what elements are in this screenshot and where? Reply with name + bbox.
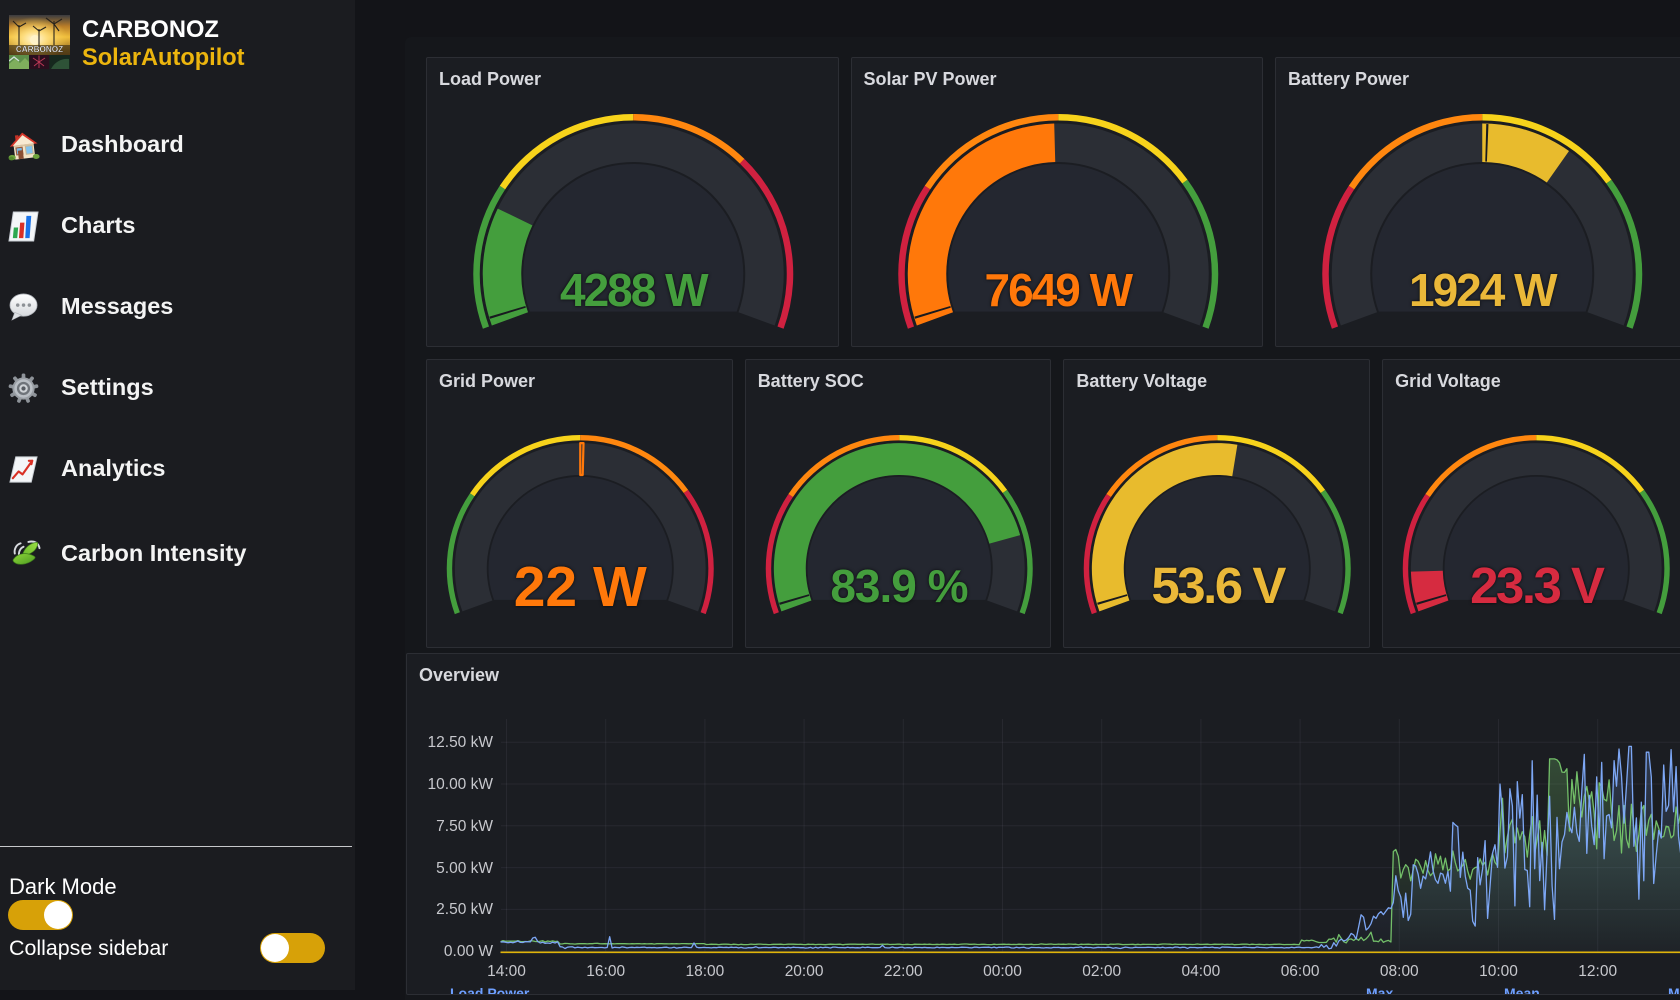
svg-text:04:00: 04:00 xyxy=(1182,963,1221,980)
svg-text:12:00: 12:00 xyxy=(1578,963,1617,980)
svg-text:2.50 kW: 2.50 kW xyxy=(436,901,493,918)
svg-text:12.50 kW: 12.50 kW xyxy=(428,734,494,751)
svg-text:CARBONOZ: CARBONOZ xyxy=(16,45,63,54)
svg-text:20:00: 20:00 xyxy=(785,963,824,980)
svg-text:06:00: 06:00 xyxy=(1281,963,1320,980)
svg-text:5.00 kW: 5.00 kW xyxy=(436,860,493,877)
svg-text:10.00 kW: 10.00 kW xyxy=(428,776,494,793)
svg-text:18:00: 18:00 xyxy=(686,963,725,980)
svg-text:02:00: 02:00 xyxy=(1082,963,1121,980)
svg-text:22:00: 22:00 xyxy=(884,963,923,980)
svg-text:08:00: 08:00 xyxy=(1380,963,1419,980)
svg-text:10:00: 10:00 xyxy=(1479,963,1518,980)
svg-text:14:00: 14:00 xyxy=(487,963,526,980)
svg-text:00:00: 00:00 xyxy=(983,963,1022,980)
svg-text:0.00 W: 0.00 W xyxy=(444,943,493,960)
svg-text:16:00: 16:00 xyxy=(586,963,625,980)
svg-text:7.50 kW: 7.50 kW xyxy=(436,818,493,835)
